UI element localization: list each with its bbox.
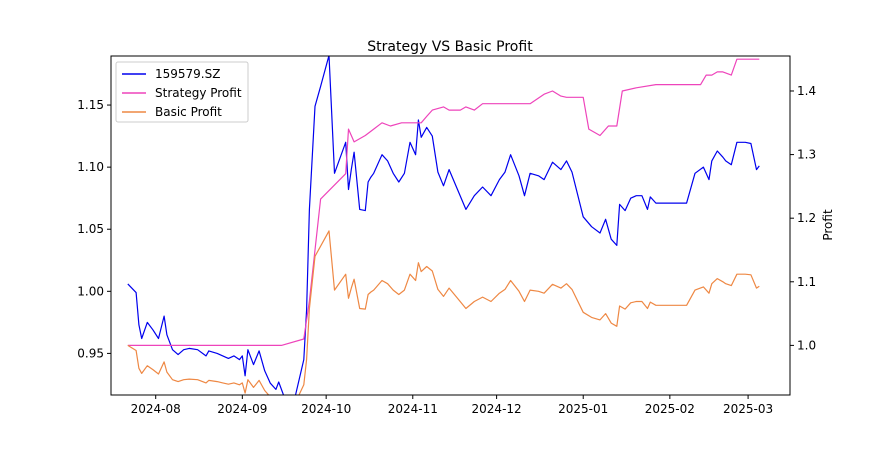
plot-frame [110,55,791,396]
x-tick-label: 2024-09 [217,402,267,416]
y-left-tick-label: 0.95 [77,346,104,360]
series-layer [127,56,760,395]
y-right-axis-label: Profit [821,209,835,241]
y-right-tick-label: 1.2 [797,211,816,225]
chart-title: Strategy VS Basic Profit [367,39,533,55]
y-right-tick-label: 1.0 [797,338,816,352]
x-axis: 2024-08 2024-09 2024-10 2024-11 2024-12 2025-… [131,395,773,416]
y-left-tick-label: 1.00 [77,284,104,298]
legend-label-3: Basic Profit [155,105,222,119]
y-right-tick-label: 1.4 [797,84,816,98]
x-tick-label: 2025-02 [645,402,695,416]
x-tick-label: 2024-10 [301,402,351,416]
y-right-tick-label: 1.3 [797,148,816,162]
series-line-2 [127,58,760,346]
x-tick-label: 2024-11 [388,402,438,416]
legend-box [115,61,249,123]
x-tick-label: 2025-01 [558,402,608,416]
legend-label-1: 159579.SZ [155,67,220,81]
series-line-3 [127,230,760,395]
y-left-axis: 0.95 1.00 1.05 1.10 1.15 [77,98,111,360]
legend-items: 159579.SZ Strategy Profit Basic Profit [122,67,242,119]
y-right-axis: 1.0 1.1 1.2 1.3 1.4 [790,84,816,352]
y-left-tick-label: 1.10 [77,160,104,174]
x-tick-label: 2025-03 [723,402,773,416]
legend: 159579.SZ Strategy Profit Basic Profit [115,61,249,123]
series-line-1 [127,56,760,395]
x-tick-label: 2024-08 [131,402,181,416]
y-left-tick-label: 1.15 [77,98,104,112]
x-tick-label: 2024-12 [472,402,522,416]
y-left-tick-label: 1.05 [77,222,104,236]
y-right-tick-label: 1.1 [797,275,816,289]
legend-label-2: Strategy Profit [155,86,242,100]
